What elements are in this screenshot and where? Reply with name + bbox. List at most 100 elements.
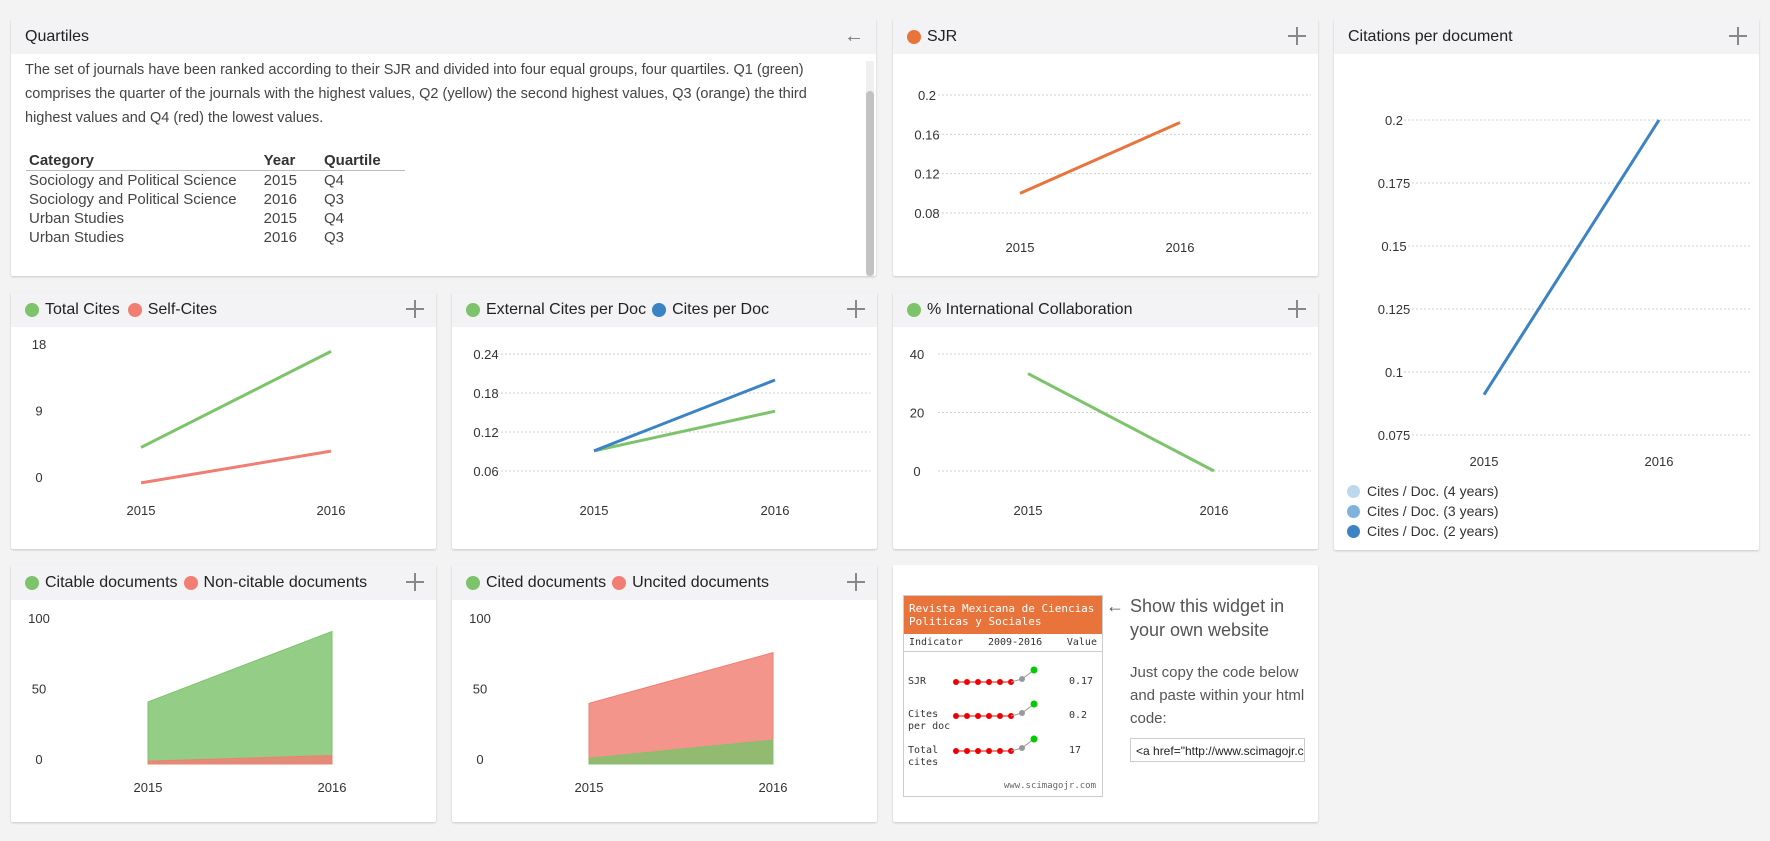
table-cell: Q4 — [324, 210, 345, 227]
legend-dot — [907, 302, 921, 317]
legend-dot — [25, 575, 39, 590]
legend-external-cites: External Cites per Doc — [486, 300, 647, 318]
expand-plus-icon[interactable] — [406, 300, 424, 318]
sjr-legend-dot — [907, 29, 921, 44]
widget-row-label: SJR — [908, 676, 927, 687]
totalcites-chart: 0 9 18 2015 2016 — [32, 337, 346, 518]
x-tick-label: 2016 — [317, 503, 346, 518]
x-tick-label: 2015 — [1014, 503, 1043, 518]
widget-header-range: 2009-2016 — [987, 637, 1043, 648]
table-row: Urban Studies 2015 Q4 — [26, 209, 405, 228]
table-cell: Q4 — [324, 172, 345, 189]
legend-cites-per-doc: Cites per Doc — [672, 300, 769, 318]
legend-citable: Citable documents — [45, 573, 178, 591]
y-tick-label: 0.2 — [918, 88, 936, 103]
series-line — [140, 449, 332, 485]
y-tick-label: 18 — [32, 337, 46, 352]
widget-header-indicator: Indicator — [909, 637, 964, 648]
citable-card: Citable documents Non-citable documents … — [11, 565, 436, 822]
x-tick-label: 2016 — [761, 503, 790, 518]
sjr-card: SJR 0.08 0.12 0.16 0.2 2015 2016 — [893, 19, 1318, 276]
table-cell: 2015 — [263, 210, 297, 227]
legend-intl-collab: % International Collaboration — [927, 300, 1133, 318]
intl-card: % International Collaboration 0 20 40 2015 2… — [893, 292, 1318, 549]
legend-cited: Cited documents — [486, 573, 607, 591]
table-cell: Urban Studies — [29, 229, 125, 246]
table-header: Quartile — [321, 150, 405, 171]
y-tick-label: 0.075 — [1378, 428, 1411, 443]
series-area — [147, 755, 333, 765]
cited-header: Cited documents Uncited documents — [452, 565, 877, 600]
widget-journal-title: Revista Mexicana de Ciencias Politicas y… — [904, 596, 1102, 634]
legend-uncited: Uncited documents — [632, 573, 770, 591]
table-cell: Urban Studies — [29, 210, 125, 227]
citable-chart: 0 50 100 2015 2016 — [28, 611, 347, 795]
expand-plus-icon[interactable] — [847, 300, 865, 318]
x-tick-label: 2015 — [1470, 454, 1499, 469]
legend-item[interactable]: Cites / Doc. (2 years) — [1347, 521, 1498, 541]
widget-row-value: 0.2 — [1069, 710, 1088, 721]
x-tick-label: 2016 — [759, 780, 788, 795]
legend-label: Cites / Doc. (2 years) — [1367, 523, 1499, 539]
legend-non-citable: Non-citable documents — [203, 573, 368, 591]
scrollbar-thumb[interactable] — [866, 91, 874, 276]
quartiles-description: The set of journals have been ranked acc… — [25, 62, 807, 126]
legend-dot — [612, 575, 627, 590]
y-tick-label: 0.1 — [1385, 365, 1403, 380]
citable-header: Citable documents Non-citable documents — [11, 565, 436, 600]
expand-plus-icon[interactable] — [1729, 27, 1747, 45]
quartiles-scrollbar[interactable] — [866, 61, 874, 276]
legend-label: Cites / Doc. (4 years) — [1367, 483, 1499, 499]
widget-row-value: 17 — [1069, 745, 1082, 756]
x-tick-label: 2015 — [1006, 240, 1035, 255]
x-tick-label: 2016 — [1166, 240, 1195, 255]
legend-item[interactable]: Cites / Doc. (3 years) — [1347, 501, 1498, 521]
x-tick-label: 2015 — [134, 780, 163, 795]
table-cell: 2016 — [263, 191, 297, 208]
table-cell: 2015 — [263, 172, 297, 189]
x-tick-label: 2016 — [318, 780, 347, 795]
y-tick-label: 100 — [28, 611, 50, 626]
widget-sparklines — [953, 666, 1038, 754]
expand-plus-icon[interactable] — [406, 573, 424, 591]
table-header: Category — [26, 150, 261, 171]
expand-plus-icon[interactable] — [1288, 27, 1306, 45]
widget-header-value: Value — [1066, 637, 1097, 648]
spark-point — [1019, 710, 1025, 716]
spark-point — [1019, 676, 1025, 682]
series-area — [588, 739, 774, 765]
series-line — [593, 378, 776, 453]
table-cell: Q3 — [324, 191, 345, 208]
legend-item[interactable]: Cites / Doc. (4 years) — [1347, 481, 1498, 501]
legend-dot — [466, 575, 480, 590]
legend-total-cites: Total Cites — [45, 300, 120, 318]
expand-plus-icon[interactable] — [1288, 300, 1306, 318]
widget-footer: www.scimagojr.com — [1003, 781, 1096, 791]
y-tick-label: 100 — [469, 611, 491, 626]
y-tick-label: 0 — [913, 464, 920, 479]
x-tick-label: 2015 — [575, 780, 604, 795]
legend-dot — [652, 302, 667, 317]
citations-title: Citations per document — [1348, 27, 1513, 45]
expand-plus-icon[interactable] — [847, 573, 865, 591]
spark-point — [1030, 700, 1038, 708]
extcites-header: External Cites per Doc Cites per Doc — [452, 292, 877, 327]
y-tick-label: 0.2 — [1385, 113, 1403, 128]
table-row: Sociology and Political Science 2015 Q4 — [26, 171, 405, 191]
citations-chart: 0.075 0.1 0.125 0.15 0.175 0.2 2015 2016 — [1378, 113, 1752, 469]
cited-card: Cited documents Uncited documents 0 50 100… — [452, 565, 877, 822]
cited-chart: 0 50 100 2015 2016 — [469, 611, 788, 795]
y-tick-label: 0.16 — [914, 127, 939, 142]
scimago-widget[interactable]: Revista Mexicana de Ciencias Politicas y… — [903, 595, 1103, 797]
collapse-arrow-icon[interactable]: ← — [844, 25, 864, 47]
series-line — [1482, 119, 1661, 396]
y-tick-label: 0.06 — [473, 464, 498, 479]
y-tick-label: 50 — [32, 682, 46, 697]
legend-dot — [1347, 484, 1360, 498]
y-tick-label: 50 — [473, 682, 487, 697]
y-tick-label: 0.12 — [914, 167, 939, 182]
widget-code-field[interactable]: <a href="http://www.scimagojr.com — [1130, 738, 1305, 762]
spark-point — [1019, 745, 1025, 751]
y-tick-label: 0.12 — [473, 425, 498, 440]
quartiles-title: Quartiles — [25, 27, 90, 45]
